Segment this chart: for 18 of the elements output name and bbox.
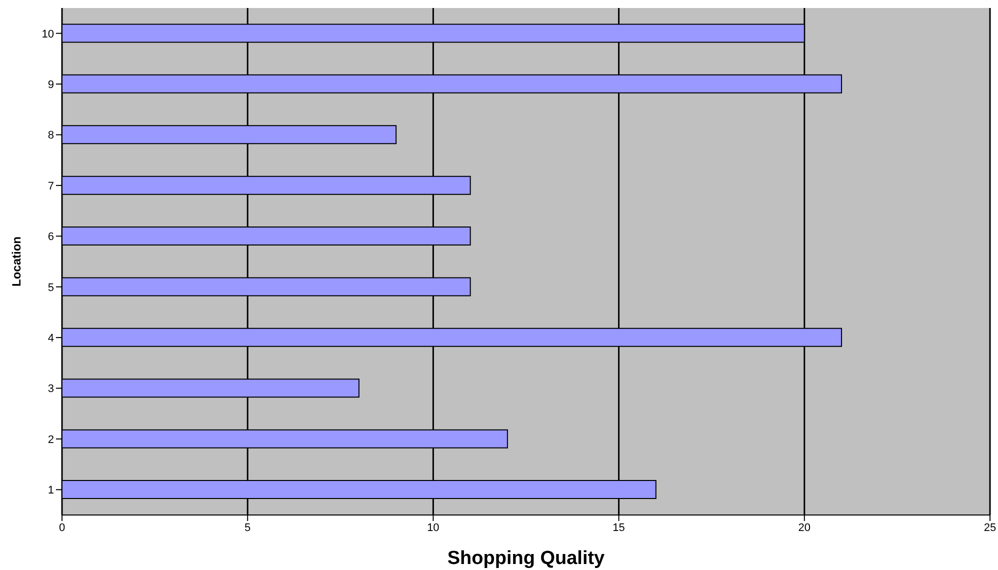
y-tick-label: 7 xyxy=(48,180,54,192)
y-tick-label: 2 xyxy=(48,434,54,446)
y-axis-title: Location xyxy=(9,236,24,286)
y-tick-label: 10 xyxy=(42,28,54,40)
y-tick-label: 8 xyxy=(48,130,54,142)
x-tick-label: 5 xyxy=(244,522,251,534)
y-tick-label: 4 xyxy=(48,332,54,344)
y-tick-label: 5 xyxy=(48,282,54,294)
x-tick-label: 15 xyxy=(612,522,625,534)
y-tick-label: 9 xyxy=(48,78,54,91)
y-tick-label: 3 xyxy=(48,383,54,396)
x-tick-label: 0 xyxy=(58,522,66,534)
y-tick-label: 6 xyxy=(48,231,54,244)
x-tick-label: 25 xyxy=(984,522,996,534)
x-tick-label: 10 xyxy=(427,522,440,534)
x-tick-label: 20 xyxy=(798,522,811,534)
y-tick-label: 1 xyxy=(48,484,54,497)
x-axis-title: Shopping Quality xyxy=(447,548,606,569)
